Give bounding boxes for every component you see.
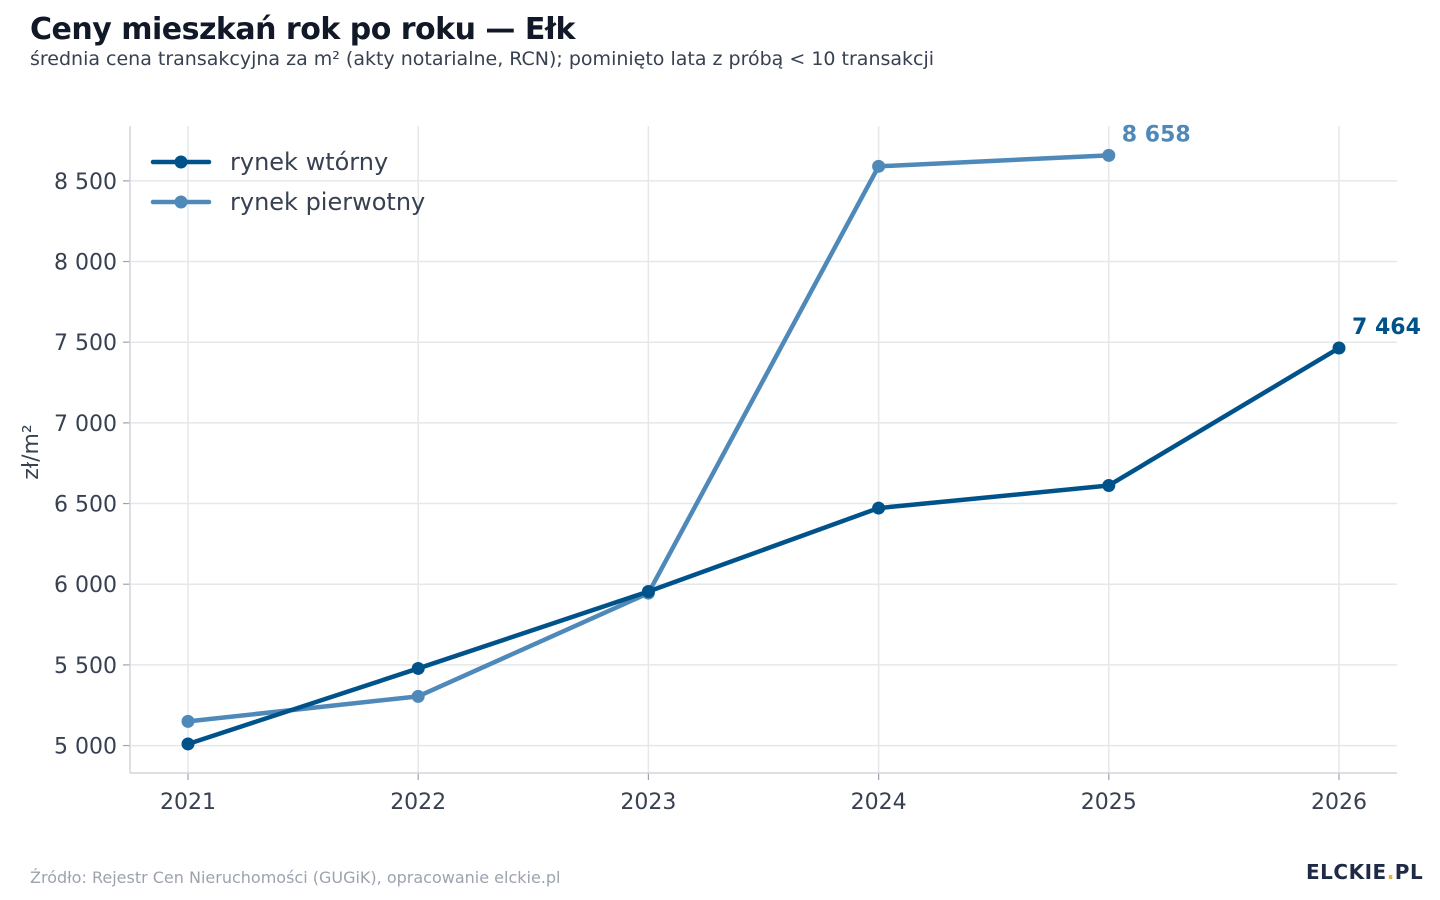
logo-main: ELCKIE [1306,860,1387,884]
chart-title: Ceny mieszkań rok po roku — Ełk [30,12,575,47]
secondary-market-legend-label: rynek wtórny [230,148,388,176]
x-tick-label: 2022 [390,790,446,815]
brand-logo: ELCKIE.PL [1306,860,1423,884]
x-tick-label: 2023 [620,790,676,815]
x-tick-label: 2021 [160,790,216,815]
data-labels: 8 658 7 464 [1122,122,1421,340]
primary-market-end-label: 8 658 [1122,122,1191,147]
chart-subtitle: średnia cena transakcyjna za m² (akty no… [30,48,935,70]
y-tick-label: 7 500 [54,331,117,356]
primary-market-legend-label: rynek pierwotny [230,188,425,216]
primary-market-point [1102,148,1116,162]
source-note: Źródło: Rejestr Cen Nieruchomości (GUGiK… [30,868,561,887]
secondary-market-end-label: 7 464 [1352,315,1421,340]
y-tick-label: 6 500 [54,493,117,518]
axes: 5 000 5 500 6 000 6 500 7 000 7 500 8 000 8 500… [19,126,1397,815]
primary-market-point [872,159,886,173]
x-tick-label: 2025 [1081,790,1137,815]
y-tick-label: 6 000 [54,573,117,598]
y-tick-label: 5 500 [54,654,117,679]
secondary-market-point [641,584,655,598]
secondary-market-point [181,737,195,751]
secondary-market-legend-marker [174,155,188,169]
secondary-market-point [872,501,886,515]
secondary-market-line [185,345,1342,747]
y-tick-label: 5 000 [54,735,117,760]
secondary-market-point [1102,478,1116,492]
secondary-market-point [411,661,425,675]
series-lines [181,148,1346,751]
secondary-market-point [1332,341,1346,355]
y-tick-label: 8 000 [54,251,117,276]
primary-market-point [411,689,425,703]
legend: rynek wtórny rynek pierwotny [150,148,425,216]
y-tick-label: 8 500 [54,170,117,195]
logo-dot: . [1386,860,1395,884]
logo-tld: PL [1394,860,1424,884]
primary-market-legend-marker [174,195,188,209]
x-tick-label: 2024 [851,790,907,815]
grid-lines [130,126,1397,773]
y-tick-label: 7 000 [54,412,117,437]
y-axis-label: zł/m² [19,424,44,479]
x-tick-label: 2026 [1311,790,1367,815]
primary-market-point [181,714,195,728]
